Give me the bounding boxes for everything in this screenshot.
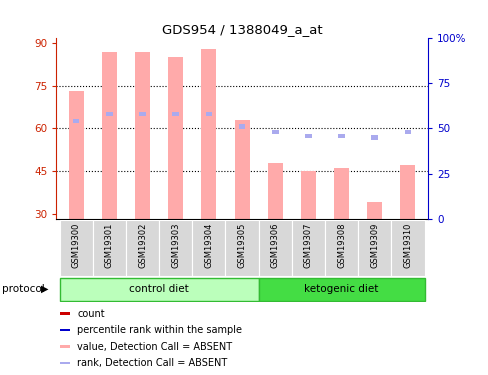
Bar [258, 278, 424, 301]
Bar [371, 135, 377, 140]
Bar [201, 49, 216, 219]
Text: control diet: control diet [129, 284, 188, 294]
Bar [305, 134, 311, 138]
Bar [271, 130, 278, 134]
Bar [73, 119, 79, 123]
Bar [291, 220, 325, 276]
Bar [300, 171, 315, 219]
Bar [60, 220, 93, 276]
Text: GSM19304: GSM19304 [204, 223, 213, 268]
Bar [404, 130, 410, 134]
Bar [357, 220, 390, 276]
Bar [106, 112, 112, 116]
Bar [234, 120, 249, 219]
Bar [60, 278, 258, 301]
Text: percentile rank within the sample: percentile rank within the sample [77, 325, 242, 335]
Bar [400, 165, 415, 219]
Text: GSM19302: GSM19302 [138, 223, 147, 268]
Bar [139, 112, 145, 116]
Bar [60, 312, 70, 315]
Text: protocol: protocol [2, 284, 45, 294]
Bar [172, 112, 179, 116]
Bar [60, 362, 70, 364]
Bar [225, 220, 258, 276]
Text: GSM19303: GSM19303 [171, 223, 180, 268]
Bar [192, 220, 225, 276]
Text: GSM19310: GSM19310 [403, 223, 411, 268]
Text: GSM19307: GSM19307 [304, 223, 312, 268]
Text: ketogenic diet: ketogenic diet [304, 284, 378, 294]
Bar [93, 220, 125, 276]
Bar [205, 112, 212, 116]
Bar [390, 220, 424, 276]
Text: GSM19308: GSM19308 [336, 223, 346, 268]
Text: GSM19309: GSM19309 [369, 223, 379, 268]
Text: GSM19301: GSM19301 [104, 223, 114, 268]
Bar [60, 345, 70, 348]
Text: GSM19306: GSM19306 [270, 223, 279, 268]
Bar [159, 220, 192, 276]
Bar [68, 92, 83, 219]
Text: ▶: ▶ [41, 284, 48, 294]
Bar [102, 52, 117, 219]
Bar [258, 220, 291, 276]
Bar [338, 134, 344, 138]
Text: value, Detection Call = ABSENT: value, Detection Call = ABSENT [77, 342, 232, 352]
Bar [125, 220, 159, 276]
Text: rank, Detection Call = ABSENT: rank, Detection Call = ABSENT [77, 358, 227, 368]
Bar [366, 202, 382, 219]
Bar [168, 57, 183, 219]
Title: GDS954 / 1388049_a_at: GDS954 / 1388049_a_at [162, 23, 322, 36]
Text: GSM19305: GSM19305 [237, 223, 246, 268]
Text: count: count [77, 309, 105, 319]
Bar [60, 329, 70, 332]
Bar [333, 168, 348, 219]
Text: GSM19300: GSM19300 [72, 223, 81, 268]
Bar [267, 162, 282, 219]
Bar [135, 52, 150, 219]
Bar [238, 124, 245, 129]
Bar [325, 220, 357, 276]
